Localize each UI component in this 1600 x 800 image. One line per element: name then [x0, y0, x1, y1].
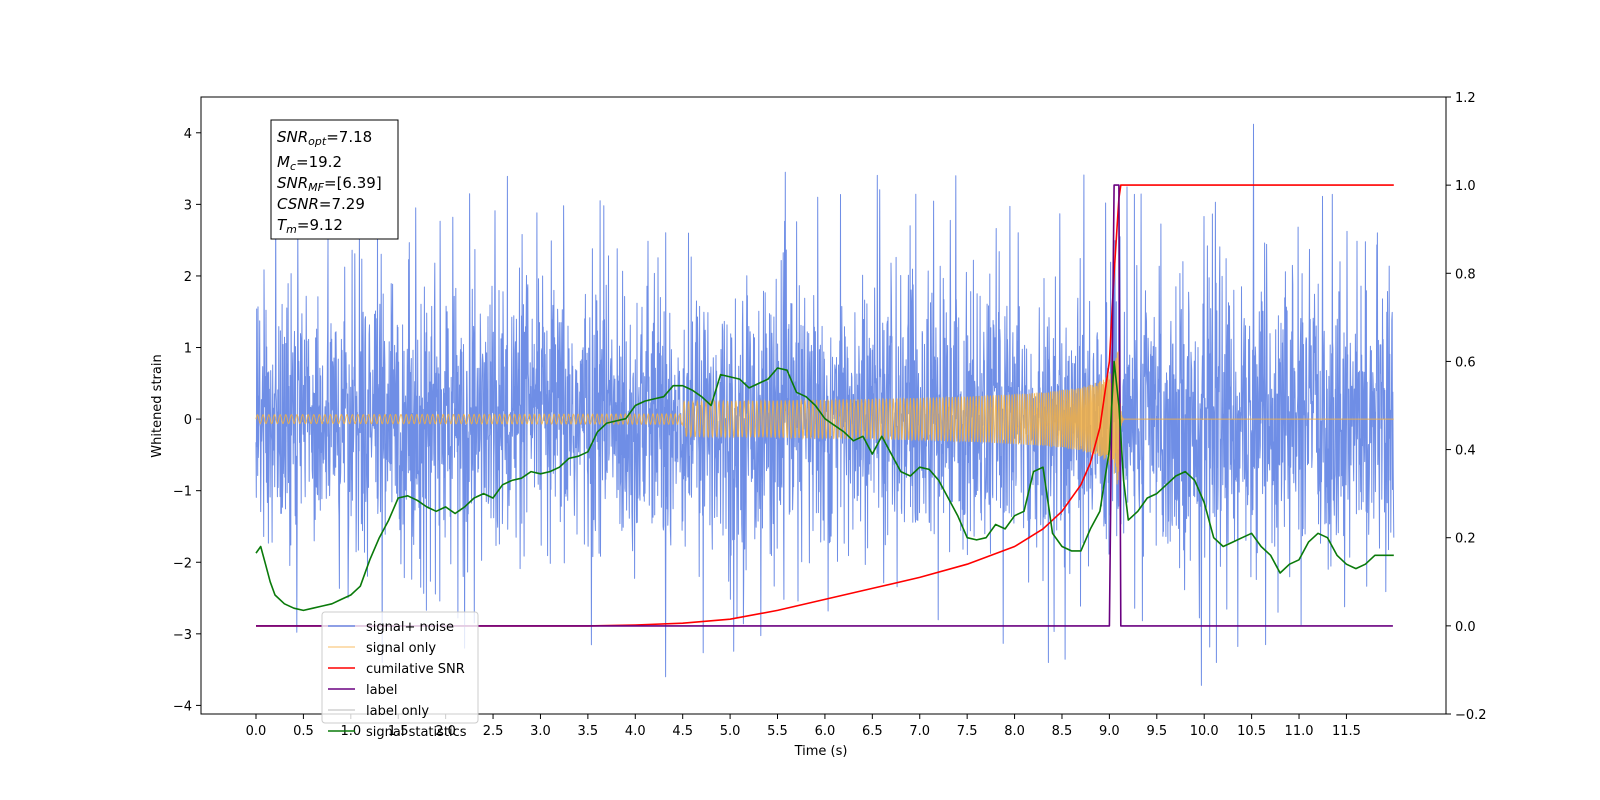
x-tick-label: 0.0 [246, 724, 267, 739]
y2-tick-label: 0.8 [1455, 267, 1476, 282]
annotation-line: Mc=19.2 [277, 153, 342, 173]
annotation-subscript: c [290, 160, 296, 173]
y-tick-label: 1 [184, 342, 192, 357]
annotation-symbol: SNR [277, 174, 308, 192]
x-tick-label: 7.0 [909, 724, 930, 739]
x-tick-label: 0.5 [293, 724, 314, 739]
x-tick-label: 5.5 [767, 724, 788, 739]
annotation-subscript: MF [308, 181, 324, 194]
annotation-subscript: m [286, 223, 297, 236]
series-label [256, 184, 1393, 627]
annotation-value: =7.29 [319, 195, 365, 213]
annotation-line: SNRMF=[6.39] [277, 174, 382, 194]
legend-entry: signal+ noise [366, 620, 454, 635]
y2-tick-label: 1.2 [1455, 91, 1476, 106]
annotation-symbol: SNR [277, 128, 308, 146]
y-tick-label: −2 [173, 556, 192, 571]
x-tick-label: 2.0 [435, 724, 456, 739]
legend-entry: signal only [366, 641, 436, 656]
y-tick-label: 3 [184, 198, 192, 213]
y2-tick-label: 0.2 [1455, 532, 1476, 547]
y-axis-right: 1.2 1.0 0.8 0.6 0.4 0.2 0.0 −0.2 [1446, 91, 1487, 723]
x-axis: 0.0 0.5 1.0 1.5 2.0 2.5 3.0 3.5 4.0 4.5 5.0 5.5 6.0 6… [246, 714, 1361, 739]
y-tick-label: −1 [173, 485, 192, 500]
y-tick-label: 0 [184, 413, 192, 428]
x-tick-label: 11.5 [1332, 724, 1361, 739]
x-tick-label: 10.0 [1190, 724, 1219, 739]
x-tick-label: 2.5 [483, 724, 504, 739]
y-tick-label: −3 [173, 628, 192, 643]
series-signal-statistics [255, 360, 1394, 612]
annotation-line: Tm=9.12 [277, 216, 343, 236]
annotation-value: =[6.39] [324, 174, 382, 192]
x-tick-label: 5.0 [720, 724, 741, 739]
legend-entry: label [366, 683, 397, 698]
annotation-symbol: T [277, 216, 288, 234]
x-tick-label: 6.5 [862, 724, 883, 739]
x-tick-label: 3.0 [530, 724, 551, 739]
legend-entry: label only [366, 704, 429, 719]
y2-tick-label: −0.2 [1455, 708, 1487, 723]
x-tick-label: 9.0 [1099, 724, 1120, 739]
y2-tick-label: 1.0 [1455, 179, 1476, 194]
x-tick-label: 11.0 [1285, 724, 1314, 739]
series-signal-only [255, 351, 1394, 485]
annotation-subscript: opt [308, 135, 327, 148]
legend-frame [321, 611, 479, 724]
y-tick-label: 4 [184, 127, 192, 142]
y2-tick-label: 0.0 [1455, 620, 1476, 635]
y2-tick-label: 0.4 [1455, 444, 1476, 459]
y-axis-left: 4 3 2 1 0 −1 −2 −3 −4 [173, 127, 201, 714]
x-tick-label: 9.5 [1146, 724, 1167, 739]
x-tick-label: 10.5 [1237, 724, 1266, 739]
y-tick-label: 2 [184, 270, 192, 285]
x-tick-label: 6.0 [815, 724, 836, 739]
legend-entry: signal statistics [366, 725, 467, 740]
annotation-frame [270, 119, 399, 240]
x-tick-label: 1.5 [388, 724, 409, 739]
x-tick-label: 3.5 [578, 724, 599, 739]
annotation-box: SNRopt=7.18Mc=19.2SNRMF=[6.39]CSNR=7.29T… [270, 119, 399, 240]
annotation-value: =9.12 [297, 216, 343, 234]
y2-tick-label: 0.6 [1455, 355, 1476, 370]
annotation-line: SNRopt=7.18 [277, 128, 372, 148]
legend: signal+ noise signal only cumilative SNR la… [321, 611, 479, 740]
x-axis-label: Time (s) [794, 744, 848, 759]
plot-frame [200, 96, 1447, 715]
x-tick-label: 4.5 [672, 724, 693, 739]
annotation-value: =19.2 [296, 153, 342, 171]
x-tick-label: 8.5 [1052, 724, 1073, 739]
x-tick-label: 8.0 [1004, 724, 1025, 739]
annotation-line: CSNR=7.29 [277, 195, 365, 213]
legend-entry: cumilative SNR [366, 662, 465, 677]
x-tick-label: 4.0 [625, 724, 646, 739]
annotation-symbol: CSNR [277, 195, 319, 213]
series-layer [255, 123, 1395, 686]
annotation-value: =7.18 [326, 128, 372, 146]
y-tick-label: −4 [173, 699, 192, 714]
annotation-symbol: M [277, 153, 290, 171]
x-tick-label: 7.5 [957, 724, 978, 739]
y-axis-label: Whitened strain [150, 354, 165, 457]
series-signal-noise [255, 123, 1395, 686]
